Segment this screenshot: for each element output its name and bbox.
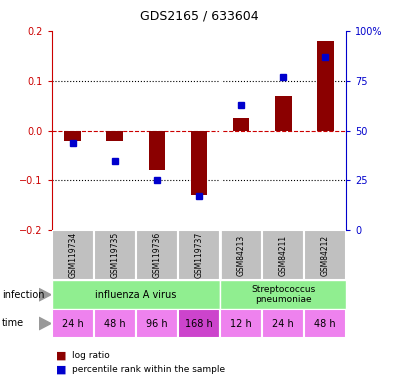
Bar xyxy=(304,309,346,338)
Bar xyxy=(275,96,292,131)
Text: influenza A virus: influenza A virus xyxy=(95,290,177,300)
Bar xyxy=(220,230,262,280)
Bar xyxy=(262,309,304,338)
Bar xyxy=(106,131,123,141)
Text: 48 h: 48 h xyxy=(104,318,126,329)
Text: GSM119737: GSM119737 xyxy=(195,232,203,278)
Text: 12 h: 12 h xyxy=(230,318,252,329)
Bar xyxy=(64,131,81,141)
Bar xyxy=(220,280,346,309)
Bar xyxy=(52,230,94,280)
Polygon shape xyxy=(39,288,51,301)
Text: ■: ■ xyxy=(56,364,66,374)
Bar xyxy=(94,230,136,280)
Text: percentile rank within the sample: percentile rank within the sample xyxy=(72,365,225,374)
Text: GSM119735: GSM119735 xyxy=(110,232,119,278)
Text: 24 h: 24 h xyxy=(62,318,84,329)
Text: GSM119734: GSM119734 xyxy=(68,232,77,278)
Bar xyxy=(262,230,304,280)
Bar xyxy=(148,131,165,170)
Bar xyxy=(52,280,220,309)
Text: log ratio: log ratio xyxy=(72,351,109,360)
Bar xyxy=(94,309,136,338)
Text: 24 h: 24 h xyxy=(272,318,294,329)
Text: GSM119736: GSM119736 xyxy=(152,232,162,278)
Bar xyxy=(304,230,346,280)
Text: infection: infection xyxy=(2,290,45,300)
Bar xyxy=(233,118,250,131)
Text: GSM84212: GSM84212 xyxy=(321,235,330,276)
Text: 96 h: 96 h xyxy=(146,318,168,329)
Bar xyxy=(178,309,220,338)
Bar xyxy=(136,309,178,338)
Text: GDS2165 / 633604: GDS2165 / 633604 xyxy=(140,10,258,23)
Bar xyxy=(136,230,178,280)
Text: 168 h: 168 h xyxy=(185,318,213,329)
Text: GSM84213: GSM84213 xyxy=(236,235,246,276)
Text: GSM84211: GSM84211 xyxy=(279,235,288,276)
Polygon shape xyxy=(39,317,51,330)
Bar xyxy=(220,309,262,338)
Text: 48 h: 48 h xyxy=(314,318,336,329)
Bar xyxy=(52,309,94,338)
Text: ■: ■ xyxy=(56,350,66,360)
Bar xyxy=(317,41,334,131)
Text: time: time xyxy=(2,318,24,328)
Text: Streptococcus
pneumoniae: Streptococcus pneumoniae xyxy=(251,285,315,305)
Bar xyxy=(191,131,207,195)
Bar xyxy=(178,230,220,280)
